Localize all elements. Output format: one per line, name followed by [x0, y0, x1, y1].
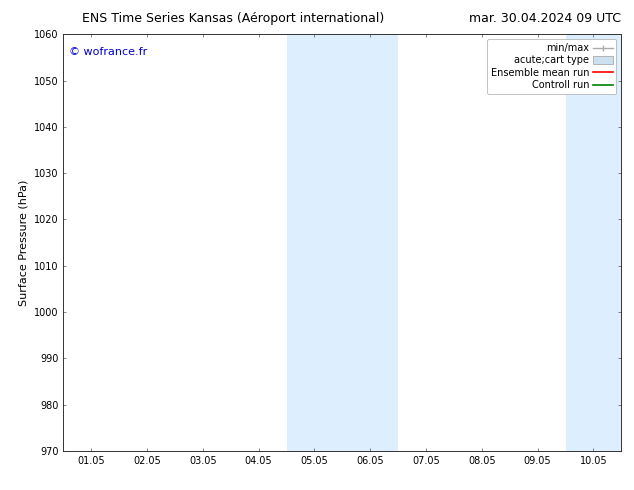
Text: mar. 30.04.2024 09 UTC: mar. 30.04.2024 09 UTC: [469, 12, 621, 25]
Bar: [342, 34, 398, 451]
Text: © wofrance.fr: © wofrance.fr: [69, 47, 147, 57]
Legend: min/max, acute;cart type, Ensemble mean run, Controll run: min/max, acute;cart type, Ensemble mean …: [487, 39, 616, 94]
Bar: [566, 34, 621, 451]
Bar: [287, 34, 342, 451]
Text: ENS Time Series Kansas (Aéroport international): ENS Time Series Kansas (Aéroport interna…: [82, 12, 385, 25]
Y-axis label: Surface Pressure (hPa): Surface Pressure (hPa): [18, 179, 29, 306]
